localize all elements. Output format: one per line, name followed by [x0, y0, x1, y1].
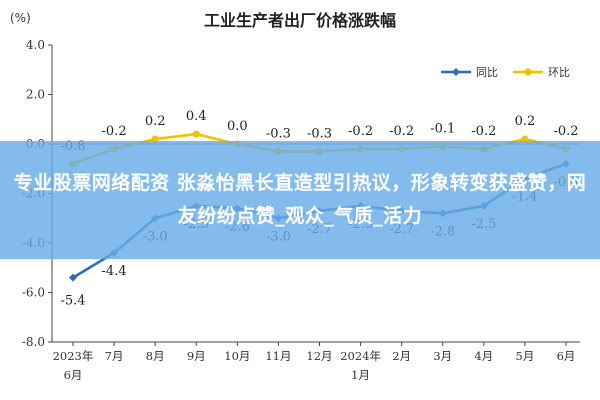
y-axis-unit: (%): [10, 11, 31, 25]
data-point-mom: [192, 130, 200, 138]
data-label: -0.2: [389, 124, 414, 139]
y-tick-label: 4.0: [26, 38, 45, 52]
headline-text[interactable]: 专业股票网络配资 张淼怡黑长直造型引热议，形象转变获盛赞，网友纷纷点赞_观众_气…: [13, 172, 587, 227]
data-point-mom: [521, 135, 529, 143]
x-tick-label: 11月: [265, 349, 291, 363]
x-tick-label: 2月: [392, 349, 411, 363]
data-label: -0.3: [307, 126, 332, 141]
data-label: 0.2: [145, 114, 166, 129]
y-tick-label: -6.0: [22, 286, 45, 300]
data-point-yoy: [69, 273, 77, 282]
x-tick-label: 6月: [557, 349, 576, 363]
x-tick-label: 6月: [64, 368, 83, 382]
data-label: 0.0: [227, 119, 248, 134]
legend-swatch-marker: [524, 68, 532, 76]
data-point-mom: [151, 135, 159, 143]
data-label: -0.2: [102, 124, 127, 139]
data-label: 0.2: [515, 114, 536, 129]
x-tick-label: 4月: [474, 349, 493, 363]
legend-label: 环比: [548, 66, 570, 79]
data-label: -0.1: [430, 121, 455, 136]
data-label: 0.4: [186, 109, 207, 124]
x-tick-label: 12月: [306, 349, 332, 363]
data-label: -0.2: [471, 124, 496, 139]
data-label: -4.4: [102, 264, 127, 279]
x-tick-label: 3月: [433, 349, 452, 363]
headline-banner[interactable]: 专业股票网络配资 张淼怡黑长直造型引热议，形象转变获盛赞，网友纷纷点赞_观众_气…: [0, 141, 600, 259]
data-label: -0.2: [553, 124, 578, 139]
legend-label: 同比: [476, 66, 498, 79]
x-tick-label: 2023年: [53, 349, 94, 363]
x-tick-label: 2024年: [340, 349, 381, 363]
x-tick-label: 5月: [516, 349, 535, 363]
y-tick-label: 2.0: [26, 88, 45, 102]
x-tick-label: 1月: [351, 368, 370, 382]
x-tick-label: 7月: [105, 349, 124, 363]
data-label: -0.2: [348, 124, 373, 139]
x-tick-label: 8月: [146, 349, 165, 363]
chart-title: 工业生产者出厂价格涨跌幅: [204, 11, 396, 30]
y-tick-label: -8.0: [22, 335, 45, 349]
x-tick-label: 9月: [187, 349, 206, 363]
data-label: -0.3: [266, 126, 291, 141]
legend-swatch-marker: [452, 68, 460, 76]
x-tick-label: 10月: [224, 349, 250, 363]
data-label: -5.4: [60, 294, 85, 309]
